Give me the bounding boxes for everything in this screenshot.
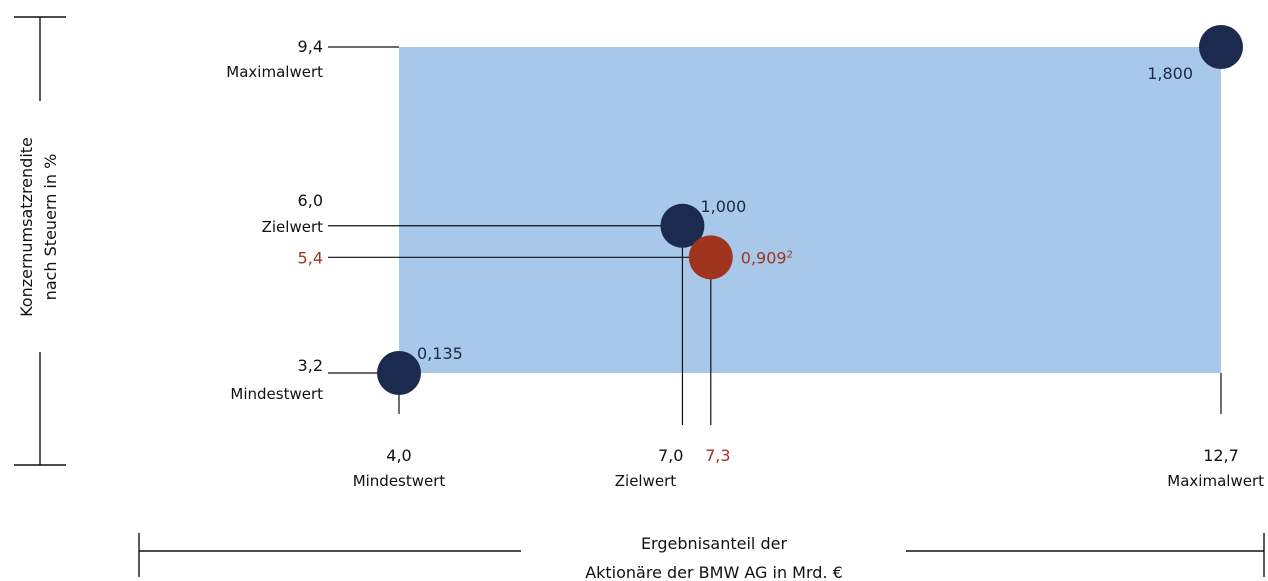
x-axis-label-line-1: Aktionäre der BMW AG in Mrd. € (585, 563, 843, 581)
y-tick-label-2: 5,4 (298, 248, 323, 267)
y-tick-label-0: 9,4 (298, 37, 323, 56)
x-tick-label-2: 7,3 (705, 446, 730, 465)
x-tick-sublabel-3: Maximalwert (1167, 472, 1264, 490)
data-point-1 (660, 203, 705, 248)
y-axis-label: Konzernumsatzrendite nach Steuern in % (17, 137, 60, 317)
point-value-label-1: 1,000 (700, 197, 746, 216)
y-tick-label-1: 6,0 (298, 191, 323, 210)
x-tick-label-0: 4,0 (386, 446, 411, 465)
y-tick-label-3: 3,2 (298, 356, 323, 375)
x-tick-sublabel-1: Zielwert (615, 472, 677, 490)
x-tick-label-3: 12,7 (1203, 446, 1239, 465)
data-point-0 (377, 351, 421, 395)
point-value-superscript-2: 2 (787, 249, 793, 260)
y-axis-label-line-0: Konzernumsatzrendite (17, 137, 36, 317)
point-value-label-2: 0,9092 (741, 248, 793, 267)
x-tick-label-1: 7,0 (658, 446, 683, 465)
x-axis-label-line-0: Ergebnisanteil der (641, 534, 788, 553)
y-axis-label-line-1: nach Steuern in % (41, 154, 60, 301)
data-point-3 (1199, 25, 1243, 69)
value-region (399, 47, 1221, 373)
point-value-label-0: 0,135 (417, 344, 463, 363)
point-value-label-3: 1,800 (1147, 64, 1193, 83)
y-tick-sublabel-0: Maximalwert (226, 63, 323, 81)
x-tick-sublabel-0: Mindestwert (353, 472, 446, 490)
data-point-2 (688, 235, 733, 280)
y-tick-sublabel-1: Zielwert (262, 218, 324, 236)
y-tick-sublabel-3: Mindestwert (230, 385, 323, 403)
